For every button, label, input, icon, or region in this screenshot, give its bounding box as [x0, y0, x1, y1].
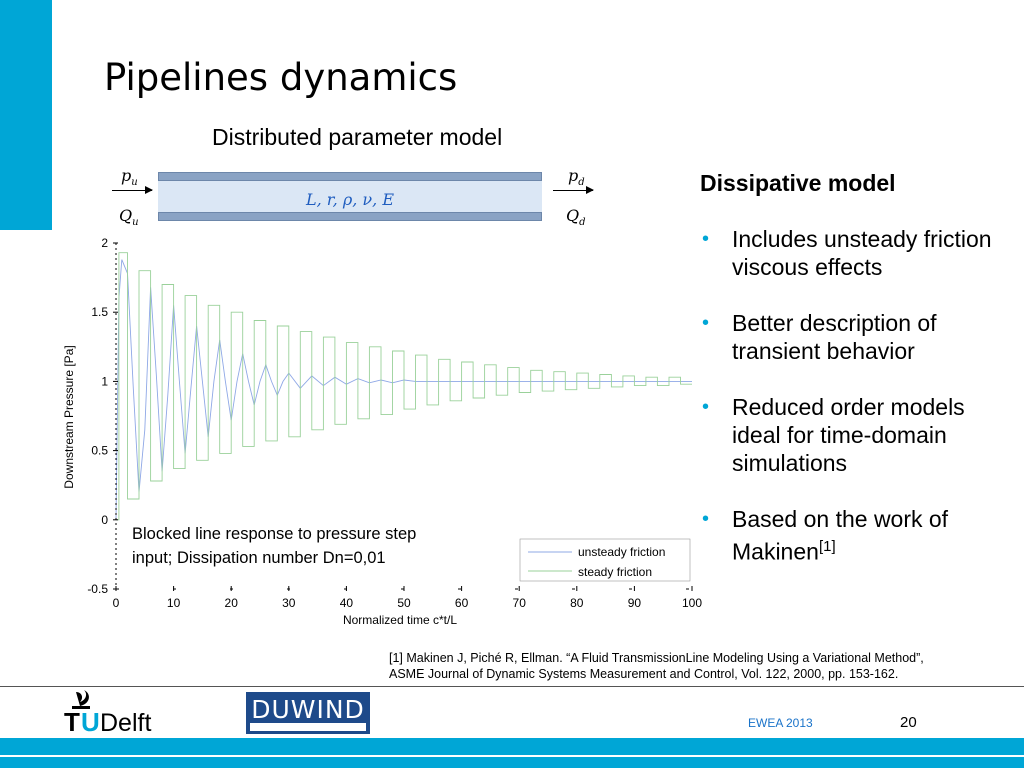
- footer-divider: [0, 686, 1024, 687]
- bullet-icon: •: [702, 228, 710, 250]
- inlet-pressure-label: pu: [121, 166, 138, 189]
- outlet-pressure-arrow: [553, 186, 594, 194]
- y-tick-label: 1.5: [91, 305, 108, 319]
- x-tick-label: 10: [167, 596, 181, 610]
- accent-block: [0, 0, 52, 230]
- y-tick-label: 0: [101, 513, 108, 527]
- y-tick-label: 1: [101, 374, 108, 388]
- panel-heading: Dissipative model: [700, 170, 896, 196]
- slide-title: Pipelines dynamics: [104, 56, 458, 99]
- page-number: 20: [900, 714, 917, 731]
- x-tick-label: 0: [113, 596, 120, 610]
- bullet-item: • Includes unsteady friction viscous effe…: [702, 226, 992, 280]
- bullet-item: • Based on the work of Makinen[1]: [702, 506, 949, 565]
- outlet-pressure-label: pd: [568, 166, 585, 189]
- y-tick-label: 2: [101, 236, 108, 250]
- citation-mark: [1]: [818, 538, 836, 555]
- y-tick-label: -0.5: [87, 582, 108, 596]
- svg-text:U: U: [81, 707, 100, 736]
- chart-legend: unsteady friction steady friction: [519, 538, 691, 582]
- pipe-parameters: L, r, ρ, ν, E: [305, 190, 394, 209]
- bullet-item: • Reduced order models ideal for time-dom…: [702, 394, 965, 476]
- y-tick-label: 0.5: [91, 444, 108, 458]
- pipe-fluid: [158, 181, 542, 212]
- x-tick-label: 80: [570, 596, 584, 610]
- inlet-flow-label: Qu: [119, 206, 139, 229]
- x-tick-label: 70: [513, 596, 527, 610]
- bullet-icon: •: [702, 508, 710, 530]
- footer-band: [0, 738, 1024, 768]
- inlet-pressure-arrow: [112, 186, 153, 194]
- x-tick-label: 50: [397, 596, 411, 610]
- slide-subtitle: Distributed parameter model: [212, 124, 503, 150]
- legend-label-steady: steady friction: [578, 565, 652, 579]
- bullet-item: • Better description of transient behavio…: [702, 310, 937, 364]
- pipe-wall-top: [158, 172, 542, 181]
- chart-annotation-line1: Blocked line response to pressure step: [132, 525, 416, 543]
- pressure-response-chart: 2 1.5 1 0.5 0 -0.5 0 10 20 30 40 50 60 70 80 90 100 Dow…: [62, 236, 702, 627]
- bullet-icon: •: [702, 396, 710, 418]
- x-axis-label: Normalized time c*t/L: [343, 613, 457, 627]
- x-tick-label: 90: [628, 596, 642, 610]
- bullet-list: • Includes unsteady friction viscous effe…: [700, 225, 1000, 566]
- dissipative-model-panel: Dissipative model • Includes unsteady fri…: [700, 170, 1000, 566]
- y-axis-label: Downstream Pressure [Pa]: [62, 345, 76, 488]
- svg-text:Delft: Delft: [100, 709, 151, 736]
- x-tick-label: 40: [340, 596, 354, 610]
- x-tick-label: 30: [282, 596, 296, 610]
- tudelft-logo: T U Delft: [62, 690, 172, 737]
- legend-label-unsteady: unsteady friction: [578, 545, 665, 559]
- pipe-wall-bottom: [158, 212, 542, 221]
- x-tick-label: 20: [225, 596, 239, 610]
- duwind-logo: DUWIND: [246, 692, 370, 734]
- x-tick-label: 100: [682, 596, 702, 610]
- reference-note: [1] Makinen J, Piché R, Ellman. “A Fluid…: [389, 651, 924, 681]
- footer-event: EWEA 2013: [748, 716, 813, 730]
- svg-text:T: T: [64, 707, 80, 736]
- chart-annotation-line2: input; Dissipation number Dn=0,01: [132, 549, 386, 567]
- series-line-steady-friction: [116, 252, 692, 521]
- outlet-flow-label: Qd: [566, 206, 586, 229]
- x-tick-label: 60: [455, 596, 469, 610]
- bullet-icon: •: [702, 312, 710, 334]
